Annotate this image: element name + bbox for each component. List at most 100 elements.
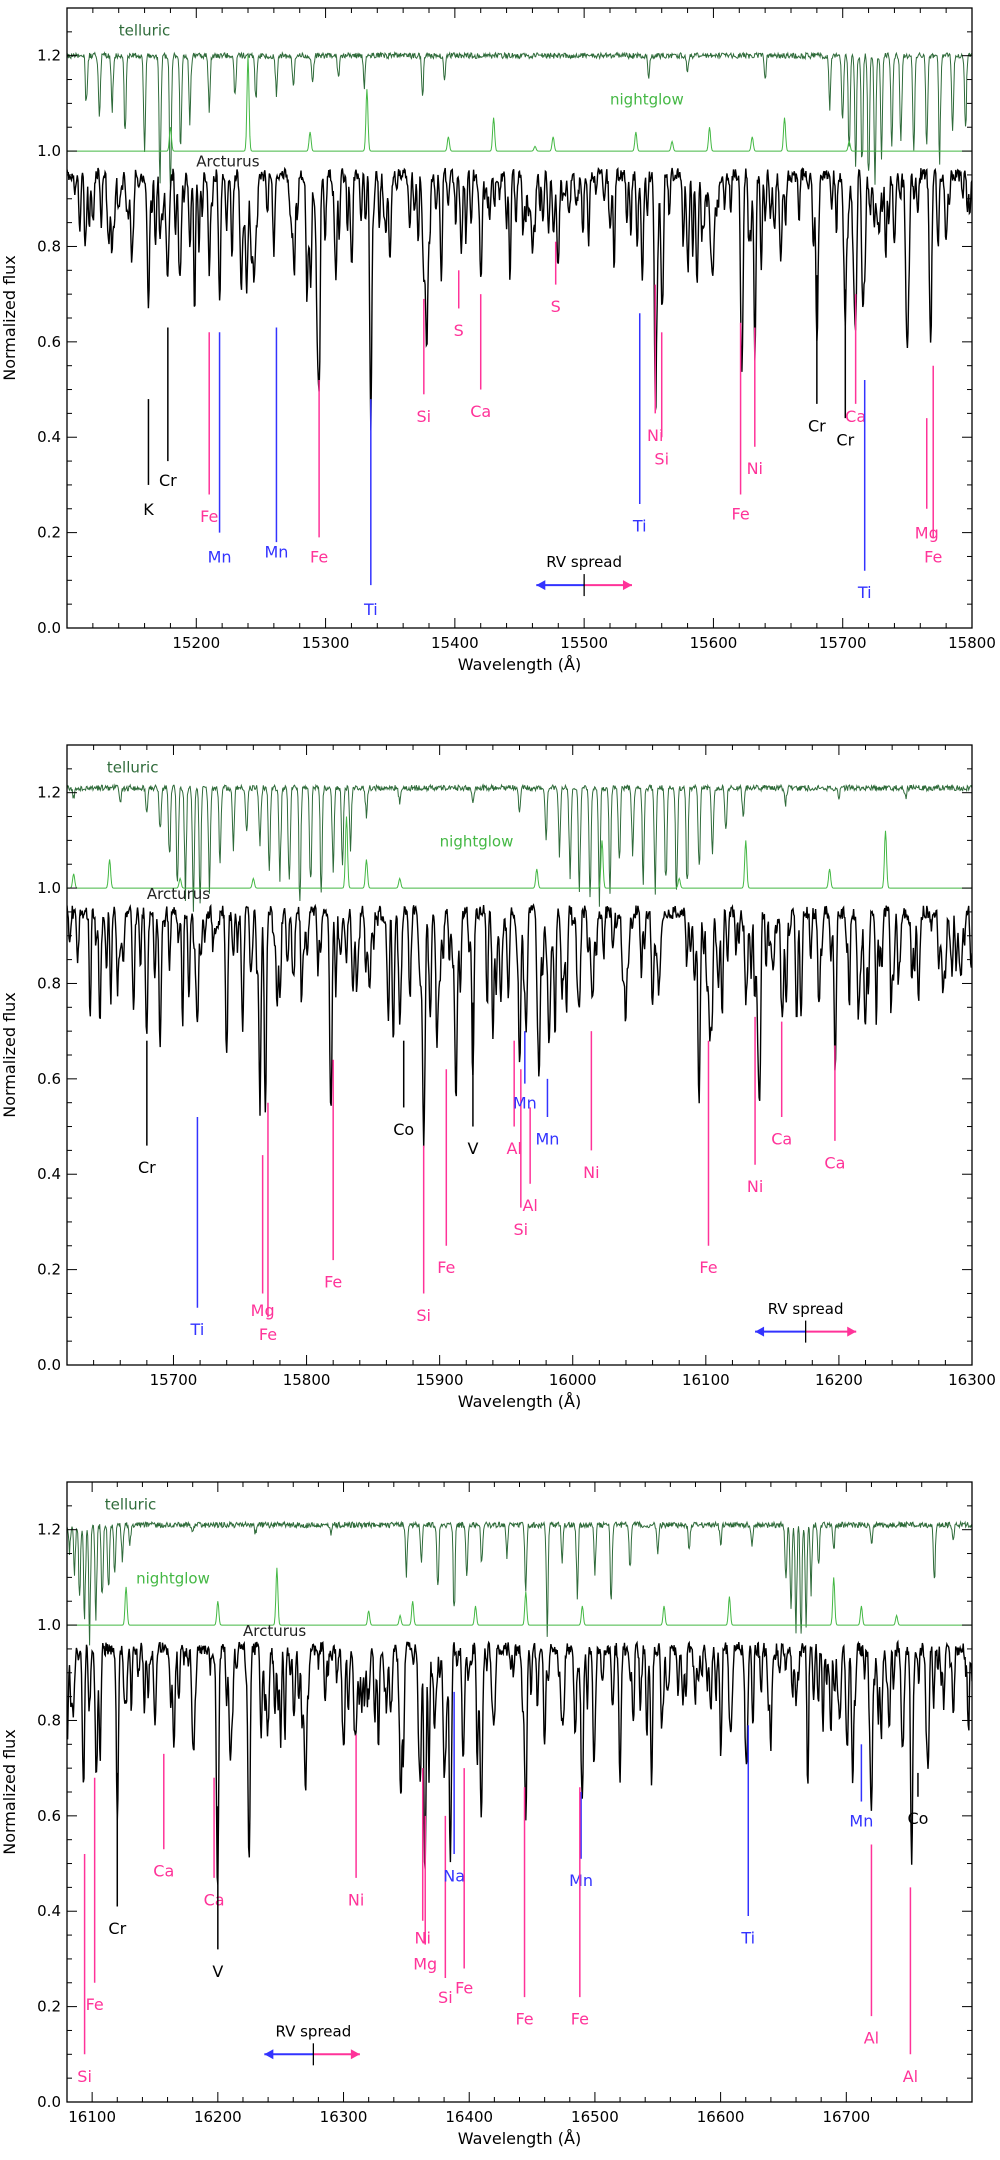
line-label-ti: Ti (363, 600, 378, 619)
y-tick-label: 0.2 (37, 524, 61, 542)
x-tick-label: 15900 (416, 1371, 464, 1389)
line-label-k: K (143, 500, 154, 519)
line-label-cr: Cr (108, 1919, 126, 1938)
line-label-ca: Ca (153, 1862, 174, 1881)
x-tick-label: 15800 (283, 1371, 331, 1389)
series-label-telluric: telluric (107, 758, 159, 776)
x-tick-label: 15700 (150, 1371, 198, 1389)
y-tick-label: 1.0 (37, 1616, 61, 1634)
line-label-mn: Mn (569, 1871, 593, 1890)
line-label-ni: Ni (583, 1163, 599, 1182)
line-label-ni: Ni (747, 1177, 763, 1196)
line-label-fe: Fe (310, 547, 328, 566)
telluric-line (67, 1520, 972, 1646)
line-label-fe: Fe (571, 2010, 589, 2029)
line-label-ca: Ca (845, 407, 866, 426)
series-label-nightglow: nightglow (440, 832, 514, 850)
line-label-ca: Ca (771, 1129, 792, 1148)
line-label-al: Al (903, 2067, 918, 2086)
line-label-fe: Fe (324, 1273, 342, 1292)
x-tick-label: 16100 (682, 1371, 730, 1389)
line-label-al: Al (522, 1196, 537, 1215)
line-label-mn: Mn (849, 1812, 873, 1831)
line-label-mn: Mn (513, 1094, 537, 1113)
y-tick-label: 0.6 (37, 333, 61, 351)
line-label-s: S (454, 321, 464, 340)
panel-top: telluric nightglow Arcturus K Cr Fe Mn Mn Fe Ti Si… (0, 7, 996, 674)
y-tick-label: 0.0 (37, 619, 61, 637)
line-label-mn: Mn (264, 543, 288, 562)
rv-spread-left-arrowhead (536, 580, 546, 591)
y-tick-label: 1.2 (37, 784, 61, 802)
line-label-ni: Ni (348, 1890, 364, 1909)
line-label-mg: Mg (413, 1955, 437, 1974)
y-axis-title: Normalized flux (0, 255, 19, 381)
line-label-v: V (212, 1962, 223, 1981)
line-label-mn: Mn (535, 1129, 559, 1148)
rv-spread-label: RV spread (275, 2022, 351, 2040)
arcturus-line (67, 166, 972, 431)
line-label-si: Si (77, 2067, 92, 2086)
y-tick-label: 0.2 (37, 1998, 61, 2016)
line-label-ni: Ni (415, 1928, 431, 1947)
line-label-cr: Cr (138, 1158, 156, 1177)
x-tick-label: 16300 (948, 1371, 996, 1389)
rv-spread-left-arrowhead (264, 2049, 274, 2060)
x-tick-label: 16500 (571, 2108, 619, 2126)
line-label-fe: Fe (699, 1258, 717, 1277)
line-label-cr: Cr (159, 471, 177, 490)
x-axis-title: Wavelength (Å) (458, 1392, 581, 1411)
arcturus-line (67, 1639, 972, 1885)
line-label-ti: Ti (632, 516, 647, 535)
y-axis-title: Normalized flux (0, 992, 19, 1118)
rv-spread-right-arrowhead (350, 2049, 360, 2060)
series-label-arcturus: Arcturus (147, 885, 210, 903)
y-tick-label: 1.2 (37, 1521, 61, 1539)
y-tick-label: 0.6 (37, 1807, 61, 1825)
x-tick-label: 15500 (560, 634, 608, 652)
x-tick-label: 16100 (68, 2108, 116, 2126)
x-tick-label: 15700 (819, 634, 867, 652)
line-label-ca: Ca (824, 1153, 845, 1172)
nightglow-line (67, 1567, 972, 1626)
line-label-si: Si (438, 1988, 453, 2007)
telluric-line (67, 783, 972, 912)
plot-area (67, 783, 972, 1148)
line-label-na: Na (443, 1866, 465, 1885)
plot-area (67, 51, 972, 431)
line-label-si: Si (417, 407, 432, 426)
panel-bottom: telluricnightglowArcturusSiFeCrCaCaVNiNi… (0, 1481, 973, 2148)
y-tick-label: 1.2 (37, 47, 61, 65)
x-tick-label: 16200 (194, 2108, 242, 2126)
x-tick-label: 15800 (948, 634, 996, 652)
y-tick-label: 0.0 (37, 1356, 61, 1374)
line-label-co: Co (393, 1120, 414, 1139)
rv-spread-right-arrowhead (847, 1326, 857, 1337)
line-label-mg: Mg (251, 1301, 275, 1320)
x-tick-label: 16200 (815, 1371, 863, 1389)
line-label-al: Al (506, 1139, 521, 1158)
y-tick-label: 0.4 (37, 1902, 61, 1920)
x-tick-label: 16400 (445, 2108, 493, 2126)
line-label-fe: Fe (731, 505, 749, 524)
y-tick-label: 0.2 (37, 1261, 61, 1279)
x-tick-label: 16600 (697, 2108, 745, 2126)
line-label-co: Co (907, 1809, 928, 1828)
series-label-arcturus: Arcturus (243, 1622, 306, 1640)
x-tick-label: 16700 (822, 2108, 870, 2126)
y-tick-label: 0.8 (37, 974, 61, 992)
y-tick-label: 0.4 (37, 428, 61, 446)
line-label-ni: Ni (747, 459, 763, 478)
x-tick-label: 16000 (549, 1371, 597, 1389)
line-label-fe: Fe (455, 1979, 473, 1998)
line-label-fe: Fe (259, 1325, 277, 1344)
line-label-cr: Cr (836, 431, 854, 450)
telluric-line (67, 51, 972, 189)
series-label-nightglow: nightglow (610, 91, 684, 109)
x-axis-title: Wavelength (Å) (458, 2129, 581, 2148)
y-tick-label: 0.0 (37, 2093, 61, 2111)
line-label-si: Si (416, 1306, 431, 1325)
y-tick-label: 0.8 (37, 237, 61, 255)
plot-frame (66, 7, 973, 629)
x-tick-label: 15300 (302, 634, 350, 652)
